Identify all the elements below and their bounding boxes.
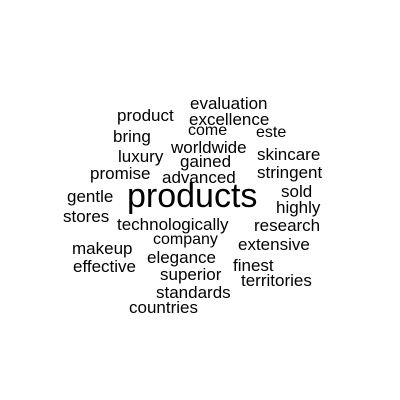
- word-elegance: elegance: [147, 248, 217, 267]
- word-effective: effective: [73, 257, 137, 276]
- word-standards: standards: [156, 283, 231, 302]
- word-evaluation: evaluation: [190, 94, 268, 113]
- word-superior: superior: [160, 265, 222, 284]
- word-product: product: [117, 106, 174, 125]
- word-makeup: makeup: [72, 239, 133, 258]
- word-este: este: [256, 124, 287, 141]
- word-promise: promise: [90, 164, 151, 183]
- word-highly: highly: [276, 198, 321, 217]
- word-gained: gained: [180, 152, 232, 171]
- word-come: come: [188, 122, 228, 139]
- word-territories: territories: [241, 271, 312, 290]
- word-advanced: advanced: [162, 168, 236, 187]
- word-company: company: [153, 231, 218, 248]
- word-skincare: skincare: [257, 145, 321, 164]
- word-worldwide: worldwide: [171, 138, 247, 157]
- word-countries: countries: [129, 298, 198, 317]
- word-extensive: extensive: [238, 235, 310, 254]
- word-bring: bring: [113, 127, 151, 146]
- word-research: research: [254, 216, 321, 235]
- word-stringent: stringent: [257, 163, 323, 182]
- word-stores: stores: [63, 207, 110, 226]
- word-excellence: excellence: [189, 110, 270, 129]
- word-finest: finest: [233, 256, 274, 275]
- word-products: products: [127, 177, 258, 215]
- word-technologically: technologically: [117, 215, 229, 234]
- word-gentle: gentle: [67, 187, 114, 206]
- word-luxury: luxury: [118, 147, 164, 166]
- word-sold: sold: [281, 182, 313, 201]
